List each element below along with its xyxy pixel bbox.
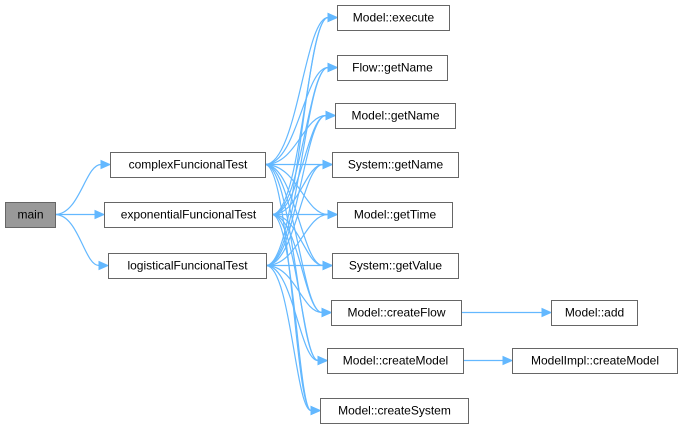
node-logistical[interactable]: logisticalFuncionalTest xyxy=(108,253,267,279)
node-box-flowGetName xyxy=(337,55,448,81)
edge-logistical-to-getTime xyxy=(265,213,329,267)
arrowhead-logistical-to-flowGetName xyxy=(327,62,339,73)
edge-logistical-to-execute xyxy=(265,16,329,267)
node-label-execute: Model::execute xyxy=(353,11,435,25)
node-getTime[interactable]: Model::getTime xyxy=(337,202,453,228)
call-graph-nodes: main complexFuncionalTest exponentialFunci… xyxy=(5,5,678,424)
arrowhead-createFlow-to-add xyxy=(541,307,553,318)
edge-complex-to-execute xyxy=(264,16,329,166)
arrowhead-logistical-to-createModel xyxy=(317,355,329,366)
node-box-modelGetName xyxy=(335,103,456,129)
node-label-flowGetName: Flow::getName xyxy=(352,61,433,75)
edge-logistical-to-createSystem xyxy=(265,264,312,412)
node-box-getTime xyxy=(337,202,453,228)
node-label-logistical: logisticalFuncionalTest xyxy=(127,259,248,273)
node-box-getValue xyxy=(332,253,459,279)
node-box-complex xyxy=(110,152,266,178)
edge-exponential-to-systemGetName xyxy=(271,163,324,216)
node-label-complex: complexFuncionalTest xyxy=(129,158,248,172)
node-systemGetName[interactable]: System::getName xyxy=(332,152,459,178)
node-label-createFlow: Model::createFlow xyxy=(347,306,445,320)
arrowhead-logistical-to-modelGetName xyxy=(325,110,337,121)
node-box-implCreateModel xyxy=(512,348,678,374)
edge-main-to-logistical xyxy=(54,213,100,267)
node-createSystem[interactable]: Model::createSystem xyxy=(320,398,469,424)
node-flowGetName[interactable]: Flow::getName xyxy=(337,55,448,81)
node-implCreateModel[interactable]: ModelImpl::createModel xyxy=(512,348,678,374)
node-createFlow[interactable]: Model::createFlow xyxy=(331,300,462,326)
edge-logistical-to-flowGetName xyxy=(265,66,329,267)
edge-logistical-to-createModel xyxy=(265,264,319,362)
node-box-exponential xyxy=(104,202,273,228)
node-exponential[interactable]: exponentialFuncionalTest xyxy=(104,202,273,228)
edge-logistical-to-modelGetName xyxy=(265,114,327,267)
node-getValue[interactable]: System::getValue xyxy=(332,253,459,279)
edge-logistical-to-systemGetName xyxy=(265,163,324,267)
edge-complex-to-flowGetName xyxy=(264,66,329,166)
node-box-systemGetName xyxy=(332,152,459,178)
node-label-createSystem: Model::createSystem xyxy=(338,404,451,418)
arrowhead-main-to-complex xyxy=(100,159,112,170)
node-modelGetName[interactable]: Model::getName xyxy=(335,103,456,129)
node-complex[interactable]: complexFuncionalTest xyxy=(110,152,266,178)
node-box-main xyxy=(5,202,56,228)
node-label-createModel: Model::createModel xyxy=(343,354,448,368)
node-box-createFlow xyxy=(331,300,462,326)
arrowhead-createModel-to-implCreateModel xyxy=(502,355,514,366)
node-label-getTime: Model::getTime xyxy=(354,208,437,222)
node-createModel[interactable]: Model::createModel xyxy=(327,348,464,374)
node-main[interactable]: main xyxy=(5,202,56,228)
node-box-execute xyxy=(337,5,450,31)
node-label-getValue: System::getValue xyxy=(349,259,442,273)
arrowhead-logistical-to-getValue xyxy=(322,260,334,271)
arrowhead-main-to-exponential xyxy=(94,209,106,220)
node-box-logistical xyxy=(108,253,267,279)
node-label-add: Model::add xyxy=(565,306,624,320)
arrowhead-logistical-to-getTime xyxy=(327,209,339,220)
node-label-systemGetName: System::getName xyxy=(348,158,444,172)
edge-exponential-to-createModel xyxy=(271,213,319,362)
call-graph-edges xyxy=(54,12,553,416)
arrowhead-logistical-to-systemGetName xyxy=(322,159,334,170)
node-add[interactable]: Model::add xyxy=(551,300,638,326)
edge-logistical-to-createFlow xyxy=(265,264,323,314)
node-label-implCreateModel: ModelImpl::createModel xyxy=(531,354,659,368)
node-label-modelGetName: Model::getName xyxy=(351,109,439,123)
edge-main-to-complex xyxy=(54,163,102,216)
arrowhead-logistical-to-createFlow xyxy=(321,307,333,318)
node-box-createSystem xyxy=(320,398,469,424)
arrowhead-main-to-logistical xyxy=(98,260,110,271)
arrowhead-logistical-to-execute xyxy=(327,12,339,23)
node-execute[interactable]: Model::execute xyxy=(337,5,450,31)
edge-exponential-to-createFlow xyxy=(271,213,323,314)
arrowhead-logistical-to-createSystem xyxy=(310,405,322,416)
node-label-exponential: exponentialFuncionalTest xyxy=(121,208,257,222)
node-box-createModel xyxy=(327,348,464,374)
node-label-main: main xyxy=(17,208,43,222)
node-box-add xyxy=(551,300,638,326)
